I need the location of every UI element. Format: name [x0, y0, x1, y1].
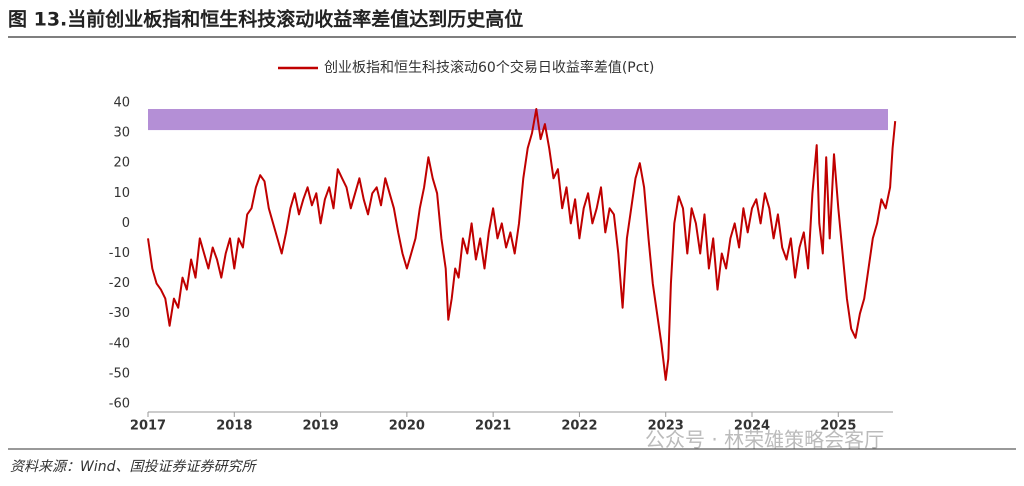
y-tick-label: 20 — [113, 156, 130, 171]
y-tick-label: -30 — [109, 306, 130, 321]
watermark: 公众号 · 林荣雄策略会客厅 — [645, 428, 884, 452]
x-tick-label: 2019 — [302, 419, 338, 434]
y-tick-label: -10 — [109, 246, 130, 261]
x-tick-label: 2025 — [820, 419, 856, 434]
y-tick-label: 0 — [122, 216, 130, 231]
source: 资料来源：Wind、国投证券证券研究所 — [10, 459, 257, 475]
y-tick-label: 40 — [113, 96, 130, 111]
highlight-band — [148, 109, 888, 131]
x-tick-label: 2018 — [216, 419, 252, 434]
y-tick-label: 30 — [113, 126, 130, 141]
x-tick-label: 2024 — [734, 419, 770, 434]
x-tick-label: 2017 — [130, 419, 166, 434]
series-line — [147, 108, 897, 381]
x-tick-label: 2021 — [475, 419, 511, 434]
x-tick-label: 2020 — [389, 419, 425, 434]
y-tick-label: -60 — [109, 397, 130, 412]
y-tick-label: -40 — [109, 336, 130, 351]
y-tick-label: 10 — [113, 186, 130, 201]
chart-title: 图 13.当前创业板指和恒生科技滚动收益率差值达到历史高位 — [8, 8, 523, 31]
legend-label: 创业板指和恒生科技滚动60个交易日收益率差值(Pct) — [324, 59, 654, 76]
y-tick-label: -20 — [109, 276, 130, 291]
x-tick-label: 2023 — [648, 419, 684, 434]
y-tick-label: -50 — [109, 366, 130, 381]
x-tick-label: 2022 — [561, 419, 597, 434]
